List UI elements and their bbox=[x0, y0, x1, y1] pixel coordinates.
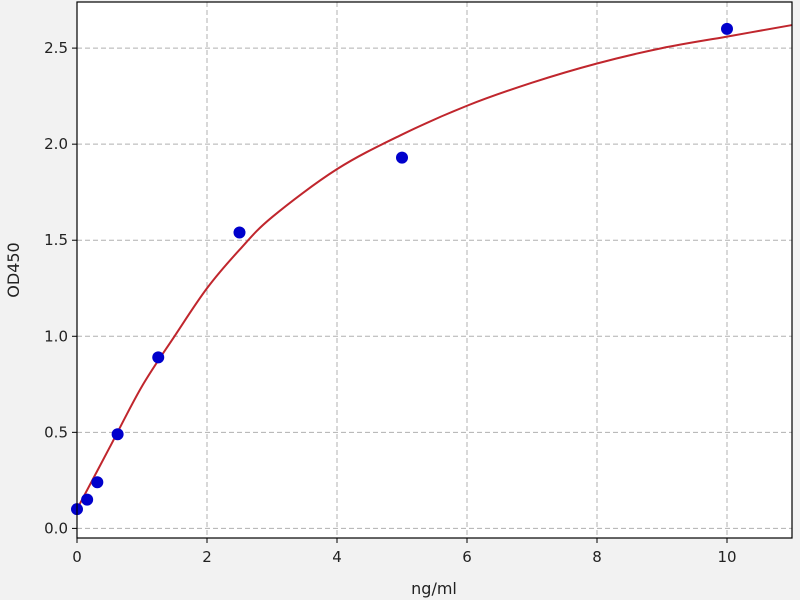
fit-curve bbox=[76, 24, 793, 510]
axes-frame bbox=[76, 1, 793, 539]
x-tick-label: 2 bbox=[202, 548, 212, 566]
plot-area bbox=[77, 2, 792, 538]
grid bbox=[76, 2, 792, 538]
y-axis-label: OD450 bbox=[4, 242, 23, 297]
data-point bbox=[152, 351, 165, 364]
y-tick-label: 0.5 bbox=[44, 423, 68, 441]
x-tick-label: 8 bbox=[592, 548, 602, 566]
data-point bbox=[721, 22, 733, 35]
y-tick-label: 1.5 bbox=[44, 231, 68, 249]
x-tick-label: 6 bbox=[462, 548, 472, 566]
data-point bbox=[233, 226, 246, 239]
ticks: 0 2 4 6 8 10 0.0 0.5 1.0 1.5 2.0 2.5 bbox=[44, 39, 736, 566]
y-tick-label: 1.0 bbox=[44, 327, 68, 345]
data-point bbox=[91, 476, 104, 489]
y-tick-label: 0.0 bbox=[44, 519, 68, 537]
x-tick-label: 4 bbox=[332, 548, 342, 566]
x-axis-label: ng/ml bbox=[411, 579, 457, 598]
data-point bbox=[111, 428, 124, 441]
data-point bbox=[396, 151, 408, 164]
x-tick-label: 0 bbox=[72, 548, 82, 566]
y-tick-label: 2.5 bbox=[44, 39, 68, 57]
x-tick-label: 10 bbox=[717, 548, 736, 566]
data-point bbox=[81, 493, 94, 506]
y-tick-label: 2.0 bbox=[44, 135, 68, 153]
